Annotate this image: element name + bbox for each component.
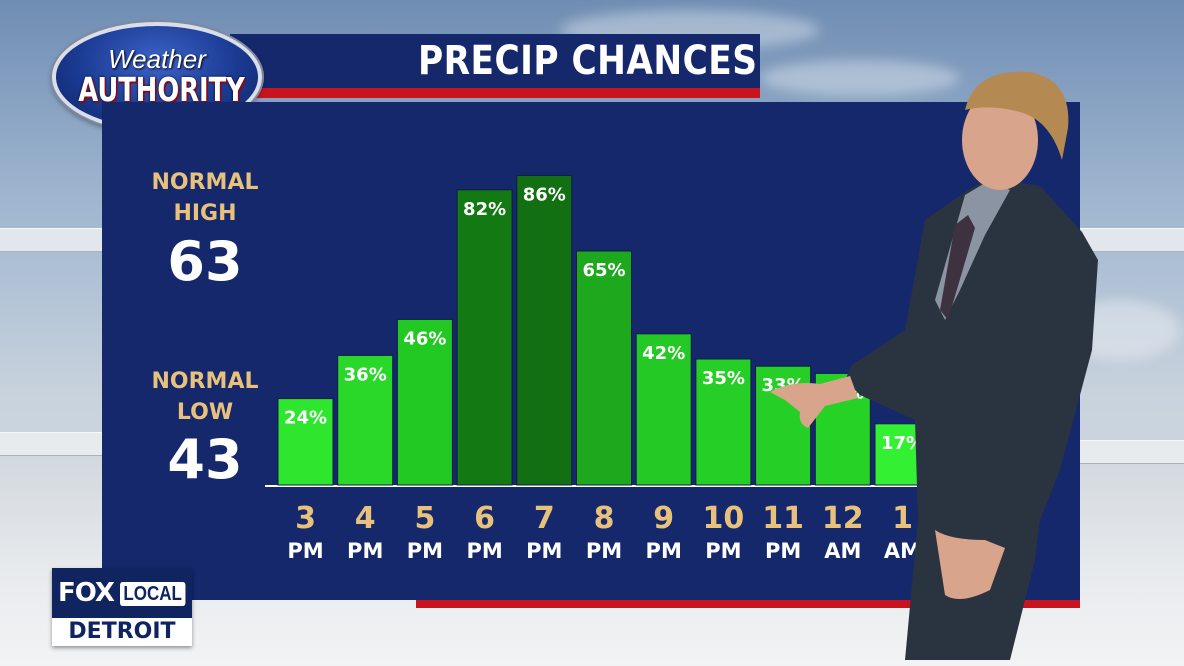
x-tick-hour: 10 <box>703 501 745 536</box>
bar <box>576 250 632 486</box>
chart-title: PRECIP CHANCES <box>418 38 758 84</box>
x-tick-hour: 12 <box>822 501 864 536</box>
title-banner <box>230 34 760 98</box>
x-tick-period: PM <box>586 539 622 563</box>
background-rail <box>0 432 102 456</box>
normal-low-label-1: NORMAL <box>151 369 259 394</box>
x-tick-period: PM <box>526 539 562 563</box>
bar <box>635 333 692 486</box>
panel-accent-line <box>416 600 1080 608</box>
x-tick-period: AM <box>884 539 921 563</box>
bar-value-label: 86% <box>523 184 566 205</box>
bug-city: DETROIT <box>68 619 176 644</box>
normal-high-value: 63 <box>167 230 243 293</box>
bar <box>337 354 394 486</box>
x-tick-period: PM <box>407 539 443 563</box>
bug-network: FOX <box>58 578 115 608</box>
cloud <box>760 60 960 96</box>
x-tick-period: PM <box>287 539 323 563</box>
bar-value-label: 35% <box>702 368 745 389</box>
x-tick-period: PM <box>646 539 682 563</box>
bar <box>695 358 752 486</box>
bar-value-label: 31% <box>821 382 864 403</box>
x-tick-hour: 6 <box>474 501 495 536</box>
x-tick-hour: 7 <box>534 501 555 536</box>
bar <box>396 318 453 486</box>
bar-value-label: 33% <box>762 375 805 396</box>
x-tick-hour: 4 <box>355 501 376 536</box>
station-bug: FOX LOCAL DETROIT <box>52 568 192 646</box>
x-tick-period: M <box>952 539 973 563</box>
bar-value-label: 46% <box>403 328 446 349</box>
x-tick-hour: 5 <box>414 501 435 536</box>
bar-value-label: 17% <box>881 433 924 454</box>
x-tick-hour: 8 <box>594 501 615 536</box>
bug-tag: LOCAL <box>120 582 186 606</box>
x-tick-hour: 3 <box>295 501 316 536</box>
bar-value-label: 65% <box>582 260 625 281</box>
x-tick-hour: 11 <box>762 501 804 536</box>
background-rail <box>0 228 102 252</box>
x-tick-hour: 9 <box>653 501 674 536</box>
bar-value-label: 24% <box>284 408 327 429</box>
x-tick-period: AM <box>824 539 861 563</box>
x-tick-period: PM <box>347 539 383 563</box>
x-tick-period: PM <box>765 539 801 563</box>
x-tick-hour: 1 <box>892 501 913 536</box>
bar-value-label: 42% <box>642 343 685 364</box>
logo-line-1: Weather <box>108 44 206 74</box>
bar <box>516 174 573 486</box>
bug-top-band: FOX LOCAL <box>52 568 192 618</box>
normal-low-value: 43 <box>167 428 243 491</box>
bar <box>456 189 513 486</box>
normal-low-label-2: LOW <box>176 400 234 425</box>
bar <box>277 398 334 486</box>
normal-high-label-1: NORMAL <box>151 170 259 195</box>
x-tick-period: PM <box>466 539 502 563</box>
x-tick-period: PM <box>705 539 741 563</box>
bar-value-label: 82% <box>463 199 506 220</box>
bar-value-label: 36% <box>344 364 387 385</box>
normal-high-label-2: HIGH <box>173 201 237 226</box>
